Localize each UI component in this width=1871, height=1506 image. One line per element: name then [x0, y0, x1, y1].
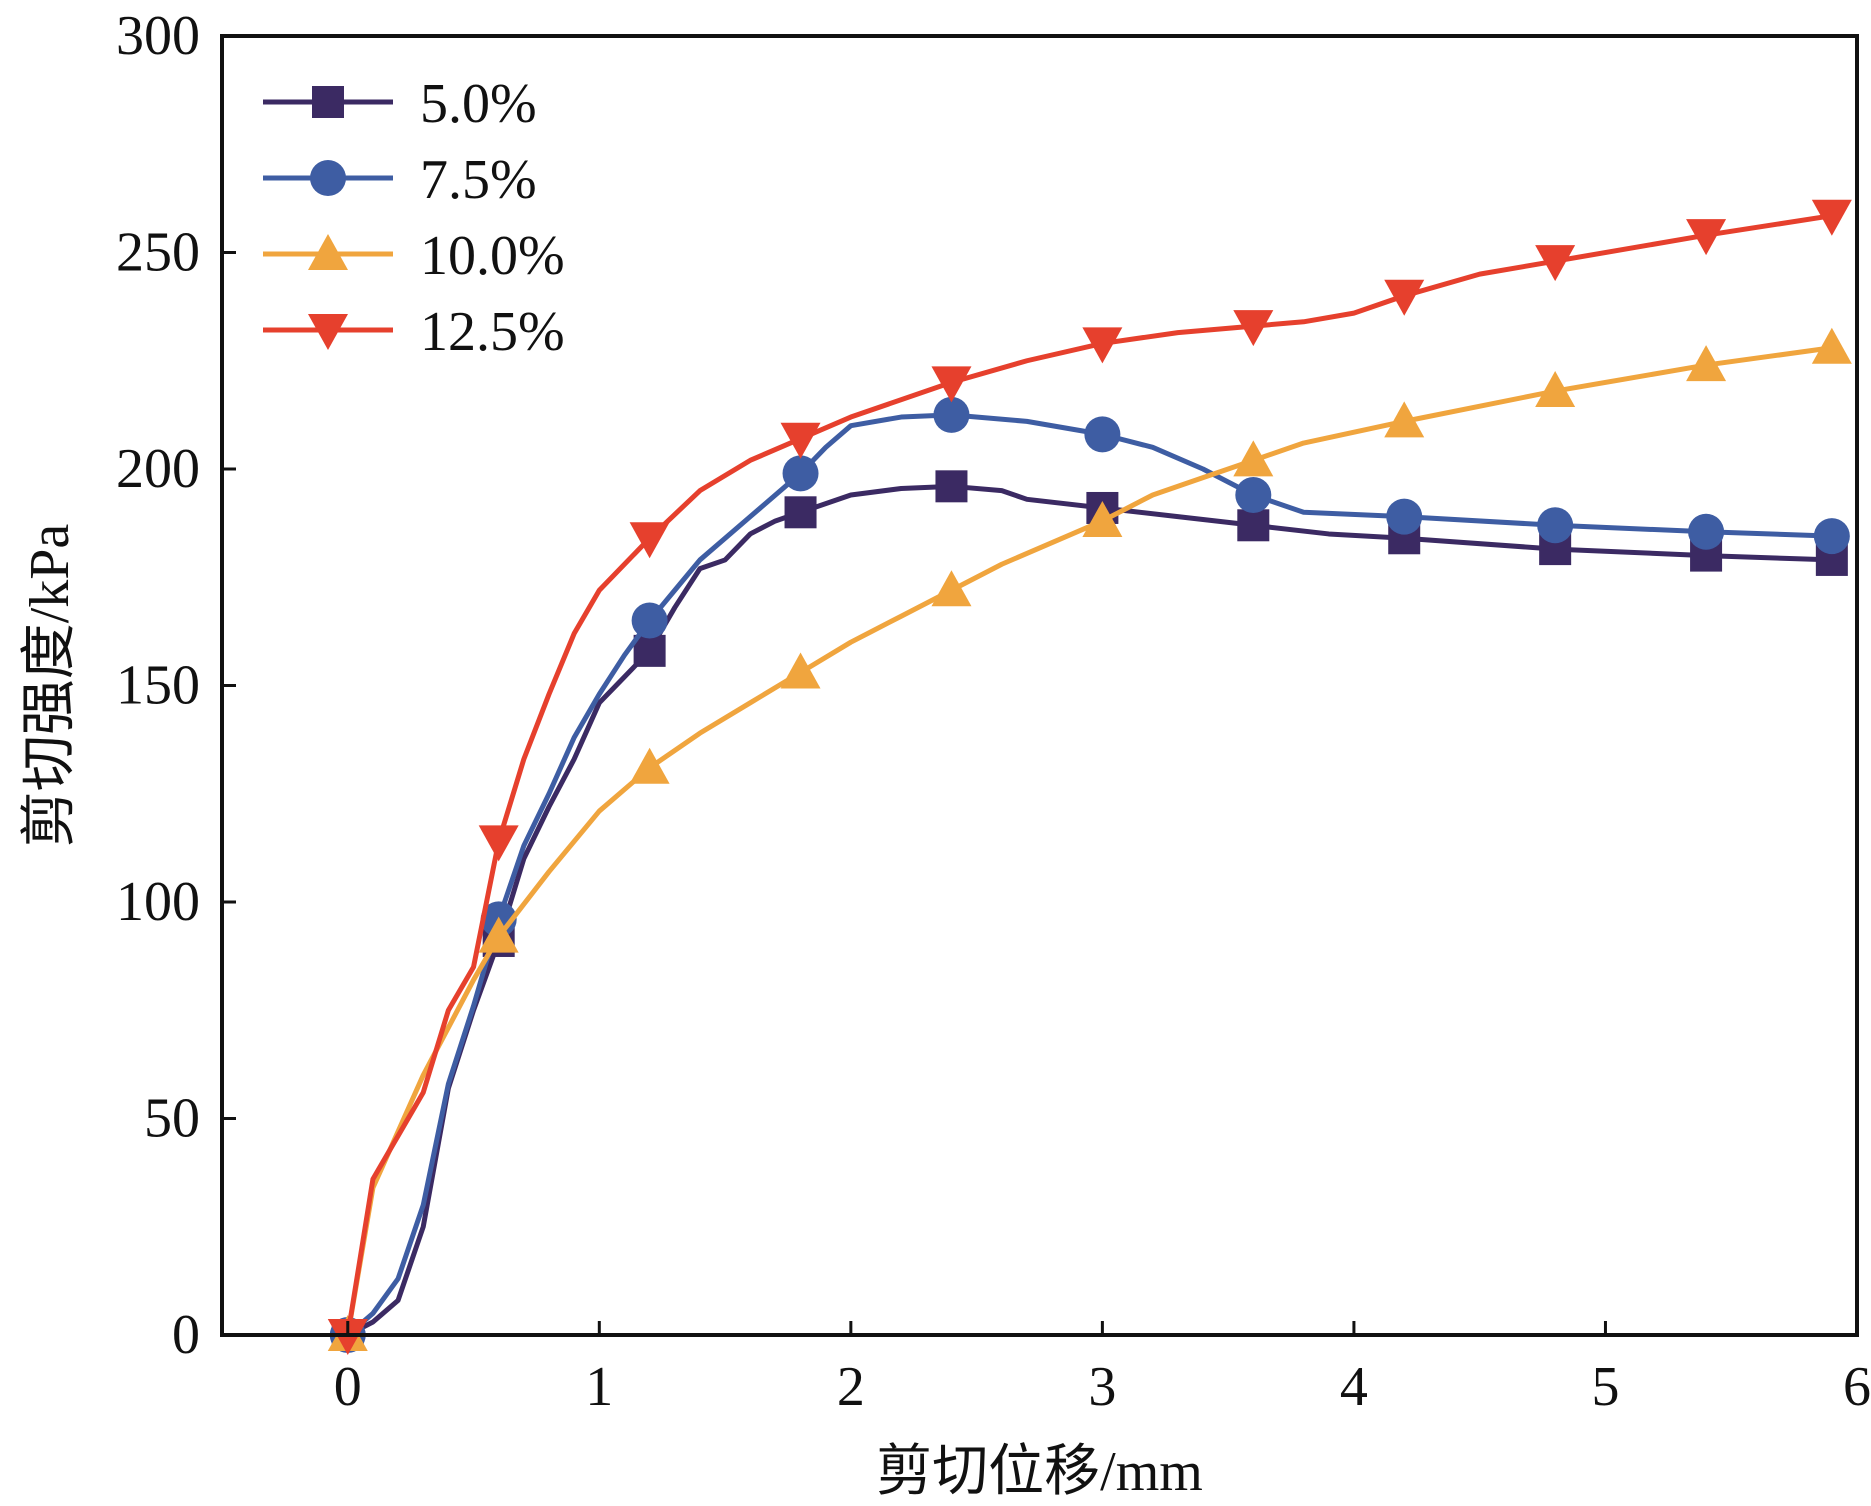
data-point — [629, 747, 670, 784]
legend-item: 12.5% — [263, 301, 565, 363]
data-point — [1084, 416, 1121, 453]
legend-item: 5.0% — [263, 73, 537, 135]
legend-label: 12.5% — [420, 301, 565, 363]
x-tick-label: 2 — [837, 1356, 865, 1418]
y-tick-label: 50 — [144, 1088, 200, 1150]
data-point — [931, 570, 972, 607]
x-tick-label: 6 — [1843, 1356, 1871, 1418]
series-line — [346, 483, 1832, 1338]
data-point — [1384, 279, 1425, 316]
series-12.5% — [327, 199, 1852, 1355]
data-point — [931, 366, 972, 403]
data-point — [782, 455, 819, 492]
data-point — [1686, 219, 1727, 256]
y-tick-label: 150 — [116, 655, 200, 717]
y-tick-label: 100 — [116, 871, 200, 933]
legend-label: 7.5% — [420, 149, 537, 211]
series-7.5% — [329, 396, 1850, 1353]
data-point — [1082, 327, 1123, 364]
legend-label: 5.0% — [420, 73, 537, 135]
data-point — [1811, 327, 1852, 364]
data-point — [1537, 507, 1574, 544]
data-point — [478, 916, 519, 953]
data-point — [1535, 245, 1576, 282]
legend: 5.0% 7.5% 10.0% 12.5% — [263, 73, 565, 363]
y-tick-label: 250 — [116, 222, 200, 284]
data-point — [784, 496, 817, 529]
data-point — [1811, 199, 1852, 236]
data-point — [1688, 513, 1725, 550]
data-point — [308, 234, 348, 270]
ticks-layer: 0 1 2 3 4 5 6 0 50 100 150 200 250 300 — [116, 5, 1871, 1418]
x-tick-label: 0 — [334, 1356, 362, 1418]
legend-item: 10.0% — [263, 225, 565, 287]
series-line — [345, 213, 1833, 1336]
y-tick-label: 0 — [172, 1304, 200, 1366]
data-point — [1082, 500, 1123, 537]
data-point — [310, 160, 346, 196]
y-axis-label: 剪切强度/kPa — [19, 524, 81, 848]
series-layer — [327, 199, 1852, 1355]
data-point — [1686, 345, 1727, 382]
data-point — [631, 602, 668, 639]
x-tick-label: 4 — [1340, 1356, 1368, 1418]
data-point — [1384, 401, 1425, 438]
data-point — [1233, 310, 1274, 347]
data-point — [629, 522, 670, 559]
data-point — [780, 652, 821, 689]
data-point — [780, 422, 821, 459]
data-point — [312, 86, 344, 118]
data-point — [478, 825, 519, 862]
series-10.0% — [327, 327, 1852, 1351]
x-axis-label: 剪切位移/mm — [876, 1441, 1203, 1503]
data-point — [935, 470, 968, 503]
x-tick-label: 1 — [585, 1356, 613, 1418]
series-line — [345, 345, 1833, 1336]
data-point — [1535, 371, 1576, 408]
legend-item: 7.5% — [263, 149, 537, 211]
data-point — [1235, 476, 1272, 513]
legend-label: 10.0% — [420, 225, 565, 287]
x-tick-label: 5 — [1591, 1356, 1619, 1418]
data-point — [633, 634, 666, 667]
data-point — [1233, 440, 1274, 477]
data-point — [1237, 509, 1270, 542]
data-point — [933, 396, 970, 433]
data-point — [1386, 498, 1423, 535]
y-tick-label: 200 — [116, 438, 200, 500]
data-point — [308, 314, 348, 350]
y-tick-label: 300 — [116, 5, 200, 67]
series-5.0% — [331, 470, 1848, 1351]
x-tick-label: 3 — [1088, 1356, 1116, 1418]
data-point — [1813, 518, 1850, 555]
